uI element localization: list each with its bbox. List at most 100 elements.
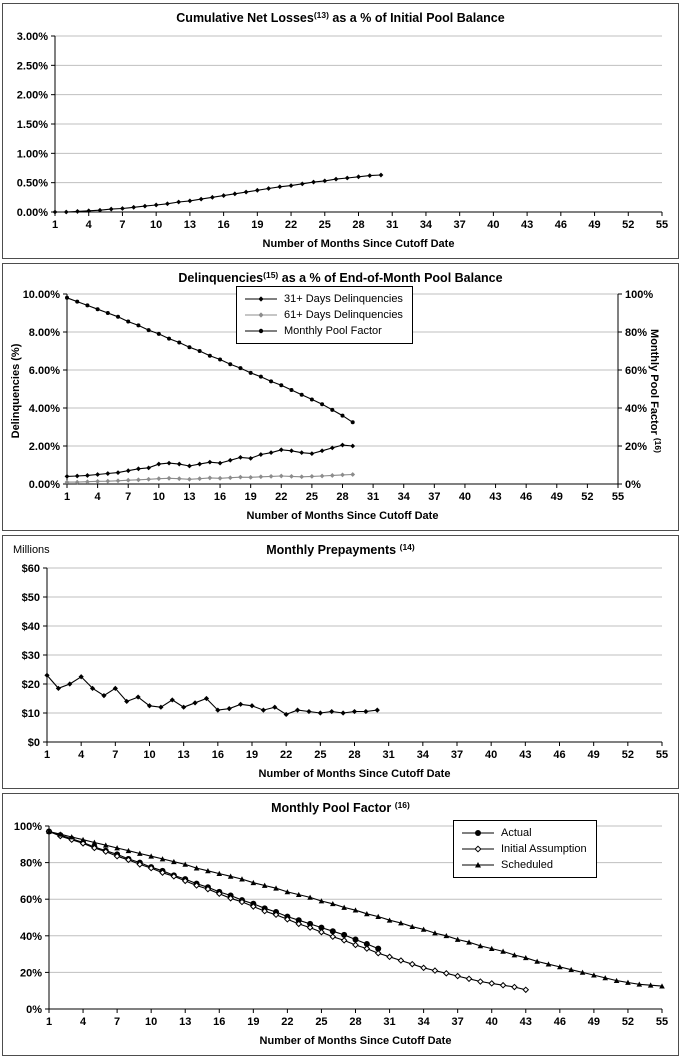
svg-text:13: 13 [179,1016,191,1028]
legend-item-61-days-delinquencies: 61+ Days Delinquencies [244,307,403,323]
svg-text:43: 43 [519,749,531,761]
svg-text:37: 37 [452,1016,464,1028]
title-rest: as a % of Initial Pool Balance [328,11,505,25]
svg-text:10: 10 [145,1016,157,1028]
svg-text:1: 1 [46,1016,52,1028]
svg-text:$50: $50 [22,592,40,604]
triangle-marker-icon [462,862,494,868]
svg-text:100%: 100% [14,821,42,833]
svg-text:19: 19 [245,491,257,503]
svg-text:22: 22 [275,491,287,503]
svg-text:31: 31 [386,219,398,231]
svg-text:46: 46 [553,749,565,761]
svg-text:4: 4 [95,491,102,503]
svg-text:46: 46 [554,1016,566,1028]
svg-text:7: 7 [114,1016,120,1028]
svg-text:2.00%: 2.00% [17,90,48,102]
panel-monthly-prepayments: Monthly Prepayments (14) Millions $0 $10 $… [2,535,679,789]
svg-text:55: 55 [656,219,668,231]
svg-text:4.00%: 4.00% [29,403,60,415]
legend-label: 61+ Days Delinquencies [284,309,403,321]
svg-text:37: 37 [428,491,440,503]
panel-monthly-pool-factor: Monthly Pool Factor (16) 0% 20% 40% 60% 80% 1… [2,793,679,1056]
svg-text:0.00%: 0.00% [17,207,48,219]
svg-text:16: 16 [217,219,229,231]
legend-label: 31+ Days Delinquencies [284,293,403,305]
title-main: Delinquencies [178,271,264,285]
svg-text:28: 28 [352,219,364,231]
svg-text:25: 25 [315,1016,327,1028]
svg-text:40: 40 [459,491,471,503]
svg-text:13: 13 [178,749,190,761]
svg-text:60%: 60% [20,894,42,906]
legend-label: Monthly Pool Factor [284,325,382,337]
svg-text:60%: 60% [625,365,647,377]
svg-text:43: 43 [520,1016,532,1028]
svg-text:0%: 0% [26,1004,42,1016]
footnote-ref-13: (13) [313,10,329,20]
svg-text:28: 28 [336,491,348,503]
right-y-axis-title: Monthly Pool Factor (16) [648,329,663,453]
svg-text:1.50%: 1.50% [17,119,48,131]
svg-text:0.50%: 0.50% [17,178,48,190]
svg-text:3.00%: 3.00% [17,31,48,43]
svg-text:$0: $0 [28,737,40,749]
legend-item-actual: Actual [461,825,587,841]
svg-text:31: 31 [383,1016,395,1028]
chart-title-monthly-pool-factor: Monthly Pool Factor (16) [3,794,678,818]
svg-text:1: 1 [44,749,50,761]
circle-marker-icon [245,328,277,334]
svg-text:13: 13 [183,491,195,503]
svg-text:4: 4 [80,1016,87,1028]
diamond-marker-icon [245,296,277,302]
svg-text:7: 7 [125,491,131,503]
svg-text:$60: $60 [22,563,40,575]
svg-text:46: 46 [555,219,567,231]
svg-text:25: 25 [319,219,331,231]
svg-text:$10: $10 [22,708,40,720]
monthly-pool-factor-plot: 0% 20% 40% 60% 80% 100% 1 4 7 10 13 16 19 22 25 28 31 34 3… [14,821,668,1028]
svg-text:$40: $40 [22,621,40,633]
x-axis-label: Number of Months Since Cutoff Date [258,768,451,780]
svg-text:22: 22 [281,1016,293,1028]
svg-text:1.00%: 1.00% [17,148,48,160]
svg-text:4: 4 [78,749,85,761]
svg-text:22: 22 [285,219,297,231]
legend-item-31-days-delinquencies: 31+ Days Delinquencies [244,291,403,307]
svg-text:13: 13 [184,219,196,231]
svg-text:25: 25 [306,491,318,503]
svg-text:22: 22 [280,749,292,761]
panel-cumulative-net-losses: Cumulative Net Losses(13) as a % of Init… [2,3,679,259]
svg-text:16: 16 [212,749,224,761]
svg-text:40: 40 [487,219,499,231]
chart-title-cumulative-net-losses: Cumulative Net Losses(13) as a % of Init… [3,4,678,28]
y-axis-units-label: Millions [13,544,50,556]
svg-text:34: 34 [417,749,430,761]
title-main: Cumulative Net Losses [176,11,314,25]
footnote-ref-16: (16) [653,437,663,453]
cumulative-net-losses-plot: 0.00% 0.50% 1.00% 1.50% 2.00% 2.50% 3.00% 1 4 7 10… [17,31,668,231]
svg-text:31: 31 [383,749,395,761]
svg-text:20%: 20% [20,967,42,979]
svg-text:8.00%: 8.00% [29,327,60,339]
svg-text:0.00%: 0.00% [29,479,60,491]
legend-label: Initial Assumption [501,843,587,855]
title-main: Monthly Pool Factor [271,801,395,815]
svg-text:40%: 40% [625,403,647,415]
chart-title-monthly-prepayments: Monthly Prepayments (14) [3,536,678,560]
svg-text:31: 31 [367,491,379,503]
svg-text:10: 10 [150,219,162,231]
svg-text:40%: 40% [20,931,42,943]
chart-title-delinquencies: Delinquencies(15) as a % of End-of-Month… [3,264,678,288]
svg-text:43: 43 [489,491,501,503]
svg-text:100%: 100% [625,289,653,301]
svg-text:10.00%: 10.00% [23,289,61,301]
svg-text:19: 19 [251,219,263,231]
svg-text:16: 16 [214,491,226,503]
footnote-ref-16: (16) [394,800,410,810]
svg-text:$20: $20 [22,679,40,691]
diamond-marker-icon [245,312,277,318]
svg-text:20%: 20% [625,441,647,453]
delinquencies-legend: 31+ Days Delinquencies 61+ Days Delinquen… [236,286,413,344]
